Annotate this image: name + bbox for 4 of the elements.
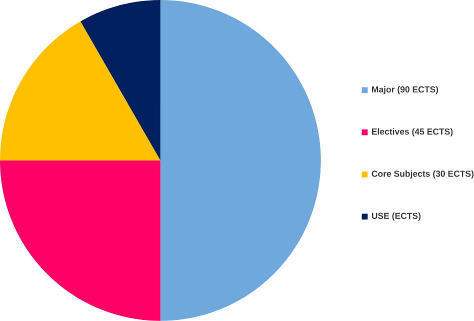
legend-label: Major (90 ECTS) xyxy=(372,86,438,94)
legend-label: Core Subjects (30 ECTS) xyxy=(372,170,474,179)
legend-label: Electives (45 ECTS) xyxy=(372,128,453,136)
legend-label: USE (ECTS) xyxy=(372,212,421,221)
